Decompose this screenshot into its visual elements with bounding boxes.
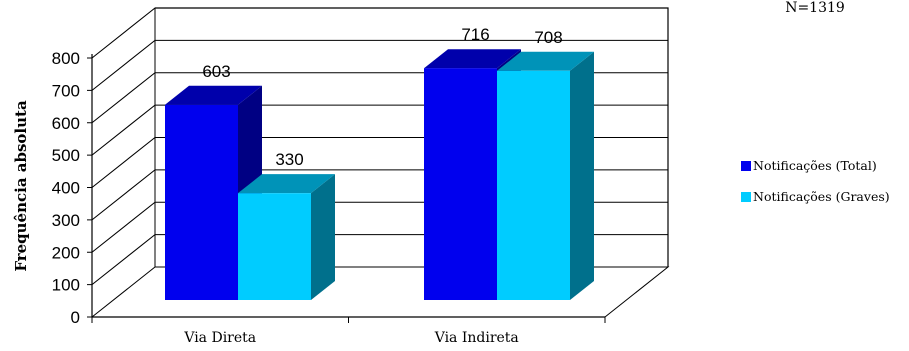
bar-top-face <box>424 49 521 69</box>
legend-label: Notificações (Total) <box>753 158 877 173</box>
y-tick-label: 500 <box>52 146 80 165</box>
y-tick-label: 800 <box>52 49 80 68</box>
bar-top-face <box>497 51 594 71</box>
bar-side-face <box>570 51 594 300</box>
axes <box>87 54 606 323</box>
gridline <box>91 7 668 59</box>
bar-front-face <box>424 68 497 300</box>
category-labels: Via Direta Via Indireta <box>183 330 518 346</box>
legend-swatch <box>741 161 751 171</box>
data-label: 603 <box>202 62 230 81</box>
legend-item: Notificações (Total) <box>741 158 877 173</box>
y-tick-label: 400 <box>52 179 80 198</box>
legend-swatch <box>741 192 751 202</box>
y-tick-labels: 0 100 200 300 400 500 600 700 800 <box>52 49 80 327</box>
bar-front-face <box>238 193 311 300</box>
bar-side-face <box>311 174 335 300</box>
y-tick-label: 100 <box>52 276 80 295</box>
data-label: 330 <box>275 150 303 169</box>
bar-front-face <box>165 104 238 300</box>
floor-outline <box>91 266 670 318</box>
legend-item: Notificações (Graves) <box>741 189 890 204</box>
y-tick-label: 300 <box>52 211 80 230</box>
legend: Notificações (Total) Notificações (Graves… <box>741 158 890 204</box>
y-axis-title: Frequência absoluta <box>12 100 30 272</box>
bar-top-face <box>165 85 262 105</box>
data-labels: 603 330 716 708 <box>202 25 562 169</box>
data-label: 716 <box>461 25 489 44</box>
data-label: 708 <box>534 28 562 47</box>
y-tick-label: 700 <box>52 81 80 100</box>
gridlines <box>91 7 668 286</box>
bar-graves-via-direta <box>238 174 335 300</box>
category-label: Via Direta <box>183 330 256 346</box>
bar-top-face <box>238 174 335 194</box>
y-tick-label: 0 <box>71 308 80 327</box>
y-tick-label: 200 <box>52 243 80 262</box>
gridline <box>91 39 668 91</box>
bar-graves-via-indireta <box>497 51 594 300</box>
y-tick-label: 600 <box>52 114 80 133</box>
legend-label: Notificações (Graves) <box>753 189 890 204</box>
sample-size-note: N=1319 <box>785 0 845 16</box>
category-label: Via Indireta <box>434 330 519 346</box>
bar-front-face <box>497 70 570 300</box>
bars <box>165 49 594 300</box>
